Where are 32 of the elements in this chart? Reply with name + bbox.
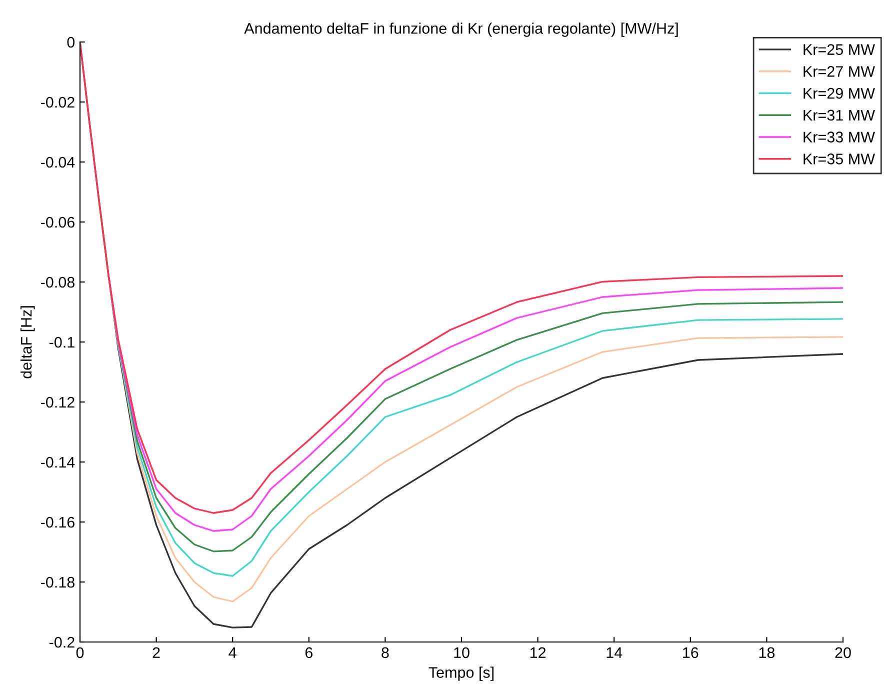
x-tick-label: 8 — [382, 647, 389, 658]
x-tick-label: 6 — [305, 647, 312, 658]
y-tick-label: -0.02 — [41, 96, 74, 108]
y-tick-label: -0.16 — [41, 516, 74, 528]
legend-label: Kr=33 MW — [804, 132, 875, 142]
x-axis-title: Tempo [s] — [428, 666, 494, 681]
x-tick-label: 14 — [606, 647, 622, 658]
y-tick-label: -0.12 — [41, 396, 74, 408]
y-tick-label: -0.08 — [41, 276, 74, 288]
y-axis-title: deltaF [Hz] — [20, 306, 35, 378]
x-tick-label: 20 — [835, 647, 851, 658]
x-tick-label: 10 — [454, 647, 470, 658]
y-tick-label: -0.06 — [41, 216, 74, 228]
y-tick-label: -0.04 — [41, 156, 75, 168]
legend-label: Kr=27 MW — [804, 66, 875, 77]
y-tick-label: -0.1 — [49, 336, 74, 348]
y-tick-label: -0.2 — [49, 636, 74, 648]
legend-label: Kr=35 MW — [804, 154, 875, 164]
x-tick-label: 0 — [76, 647, 84, 658]
x-tick-label: 2 — [152, 647, 160, 658]
chart-title: Andamento deltaF in funzione di Kr (energia regolante) [MW/Hz] — [244, 22, 678, 37]
x-tick-label: 18 — [759, 647, 775, 658]
legend-label: Kr=29 MW — [804, 88, 875, 99]
y-tick-label: -0.18 — [41, 576, 74, 588]
x-tick-label: 16 — [683, 647, 698, 658]
legend-label: Kr=31 MW — [804, 110, 875, 121]
line-series — [80, 42, 843, 514]
y-tick-label: 0 — [67, 36, 75, 48]
x-tick-label: 4 — [228, 647, 236, 658]
x-tick-label: 12 — [530, 647, 546, 658]
legend-label: Kr=25 MW — [804, 44, 875, 55]
y-tick-label: -0.14 — [41, 456, 75, 468]
